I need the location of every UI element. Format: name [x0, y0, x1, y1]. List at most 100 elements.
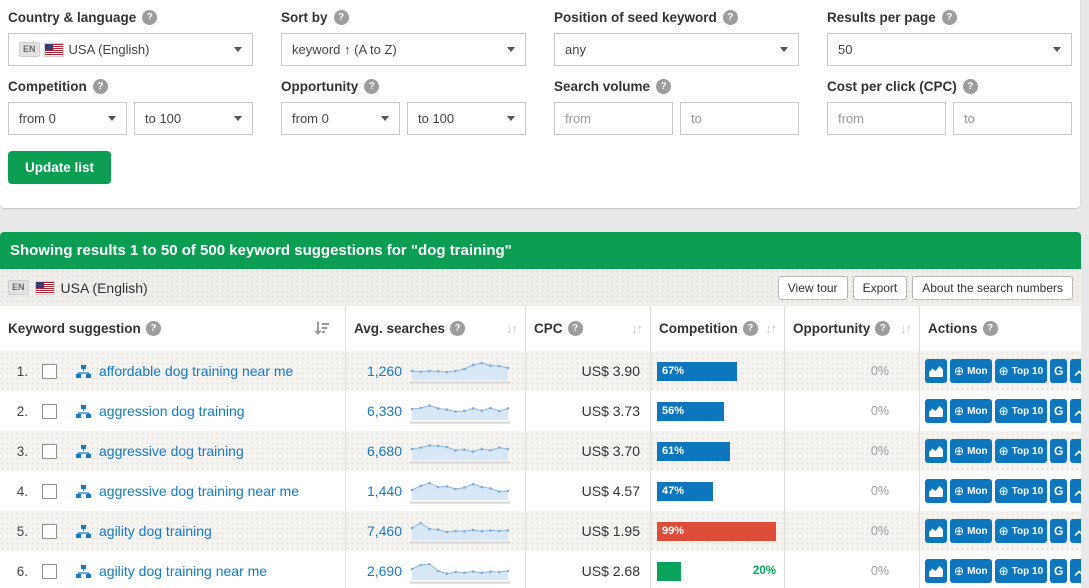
google-search-button[interactable]: G: [1050, 439, 1068, 463]
export-button[interactable]: Export: [852, 275, 908, 300]
help-icon[interactable]: ?: [982, 321, 998, 336]
country-language-label-text: Country & language: [8, 10, 137, 25]
keyword-link[interactable]: aggression dog training: [99, 403, 245, 419]
keyword-chart-button[interactable]: [925, 559, 947, 583]
help-icon[interactable]: ?: [92, 79, 108, 94]
help-icon[interactable]: ?: [742, 321, 758, 336]
help-icon[interactable]: ?: [364, 79, 380, 94]
about-search-numbers-button[interactable]: About the search numbers: [912, 275, 1073, 300]
search-volume-to-input[interactable]: [680, 102, 799, 135]
cpc-to-input[interactable]: [953, 102, 1072, 135]
cpc-value: US$ 2.68: [581, 563, 640, 579]
row-checkbox[interactable]: [42, 443, 57, 459]
header-keyword-suggestion[interactable]: Keyword suggestion ?: [0, 306, 345, 351]
keyword-chart-button[interactable]: [925, 399, 947, 423]
add-to-top10-button[interactable]: ⊕ Top 10: [994, 479, 1048, 503]
results-per-page-label: Results per page ?: [827, 10, 1072, 25]
google-search-button[interactable]: G: [1050, 479, 1068, 503]
header-opportunity[interactable]: Opportunity ? ↓↑: [784, 306, 919, 351]
keyword-link[interactable]: aggressive dog training near me: [99, 483, 300, 499]
row-checkbox[interactable]: [42, 363, 57, 379]
results-per-page-select[interactable]: 50: [827, 33, 1072, 66]
add-to-monitoring-button[interactable]: ⊕ Mon: [950, 399, 992, 423]
row-checkbox[interactable]: [42, 483, 57, 499]
top10-button-label: Top 10: [1011, 525, 1044, 537]
keyword-link[interactable]: aggressive dog training: [99, 443, 244, 459]
competition-bar: 47%: [657, 481, 714, 501]
avg-searches-value: 7,460: [366, 523, 402, 539]
trend-button[interactable]: [1070, 439, 1081, 463]
add-to-top10-button[interactable]: ⊕ Top 10: [994, 559, 1048, 583]
avg-searches-value: 2,690: [366, 563, 402, 579]
country-language-select[interactable]: EN USA (English): [8, 33, 253, 66]
trend-button[interactable]: [1070, 399, 1081, 423]
country-language-label: Country & language ?: [8, 10, 253, 25]
view-tour-button[interactable]: View tour: [777, 275, 848, 300]
help-icon[interactable]: ?: [145, 321, 161, 336]
competition-to-select[interactable]: to 100: [134, 102, 253, 135]
top10-button-label: Top 10: [1011, 405, 1044, 417]
header-competition[interactable]: Competition ? ↓↑: [650, 306, 784, 351]
add-to-top10-button[interactable]: ⊕ Top 10: [994, 359, 1048, 383]
trend-button[interactable]: [1070, 359, 1081, 383]
google-search-button[interactable]: G: [1050, 519, 1068, 543]
trend-button[interactable]: [1070, 479, 1081, 503]
update-list-button[interactable]: Update list: [8, 151, 112, 184]
help-icon[interactable]: ?: [941, 10, 957, 25]
help-icon[interactable]: ?: [142, 10, 158, 25]
trend-up-icon: [1074, 450, 1081, 457]
keyword-chart-button[interactable]: [925, 479, 947, 503]
keyword-chart-button[interactable]: [925, 359, 947, 383]
opportunity-from-select[interactable]: from 0: [281, 102, 400, 135]
opportunity-label-text: Opportunity: [281, 79, 359, 94]
opportunity-cell: 0%: [784, 351, 919, 391]
competition-from-select[interactable]: from 0: [8, 102, 127, 135]
google-icon: G: [1053, 444, 1064, 458]
keyword-chart-button[interactable]: [925, 439, 947, 463]
keyword-chart-button[interactable]: [925, 519, 947, 543]
opportunity-cell: 0%: [784, 511, 919, 551]
add-to-top10-button[interactable]: ⊕ Top 10: [994, 439, 1048, 463]
search-volume-from-input[interactable]: [554, 102, 673, 135]
seed-position-select[interactable]: any: [554, 33, 799, 66]
competition-cell: 20%: [650, 551, 784, 588]
help-icon[interactable]: ?: [656, 79, 672, 94]
google-search-button[interactable]: G: [1050, 399, 1068, 423]
header-avg-searches[interactable]: Avg. searches ? ↓↑: [345, 306, 525, 351]
keyword-link[interactable]: agility dog training: [99, 523, 212, 539]
keyword-link[interactable]: agility dog training near me: [99, 563, 268, 579]
add-to-monitoring-button[interactable]: ⊕ Mon: [950, 479, 992, 503]
sort-by-select[interactable]: keyword ↑ (A to Z): [281, 33, 526, 66]
help-icon[interactable]: ?: [722, 10, 738, 25]
add-to-monitoring-button[interactable]: ⊕ Mon: [950, 359, 992, 383]
row-number: 5.: [16, 523, 28, 539]
add-to-monitoring-button[interactable]: ⊕ Mon: [950, 439, 992, 463]
opportunity-to-select[interactable]: to 100: [407, 102, 526, 135]
add-to-top10-button[interactable]: ⊕ Top 10: [994, 519, 1048, 543]
help-icon[interactable]: ?: [333, 10, 349, 25]
trend-button[interactable]: [1070, 519, 1081, 543]
cpc-value: US$ 3.70: [581, 443, 640, 459]
cpc-from-input[interactable]: [827, 102, 946, 135]
language-badge: EN: [8, 280, 29, 295]
row-checkbox[interactable]: [42, 523, 57, 539]
help-icon[interactable]: ?: [962, 79, 978, 94]
keyword-link[interactable]: affordable dog training near me: [99, 363, 294, 379]
avg-searches-value: 1,440: [366, 483, 402, 499]
header-cpc[interactable]: CPC ? ↓↑: [525, 306, 650, 351]
add-to-monitoring-button[interactable]: ⊕ Mon: [950, 519, 992, 543]
help-icon[interactable]: ?: [875, 321, 891, 336]
row-checkbox[interactable]: [42, 403, 57, 419]
google-search-button[interactable]: G: [1050, 359, 1068, 383]
seed-position-select-value: any: [565, 42, 586, 57]
table-header-row: Keyword suggestion ? Avg. searches ? ↓↑ …: [0, 306, 1081, 351]
header-keyword-text: Keyword suggestion: [8, 321, 141, 336]
row-checkbox[interactable]: [42, 563, 57, 579]
row-number: 3.: [16, 443, 28, 459]
help-icon[interactable]: ?: [450, 321, 466, 336]
help-icon[interactable]: ?: [567, 321, 583, 336]
trend-button[interactable]: [1070, 559, 1081, 583]
add-to-top10-button[interactable]: ⊕ Top 10: [994, 399, 1048, 423]
add-to-monitoring-button[interactable]: ⊕ Mon: [950, 559, 992, 583]
google-search-button[interactable]: G: [1050, 559, 1068, 583]
